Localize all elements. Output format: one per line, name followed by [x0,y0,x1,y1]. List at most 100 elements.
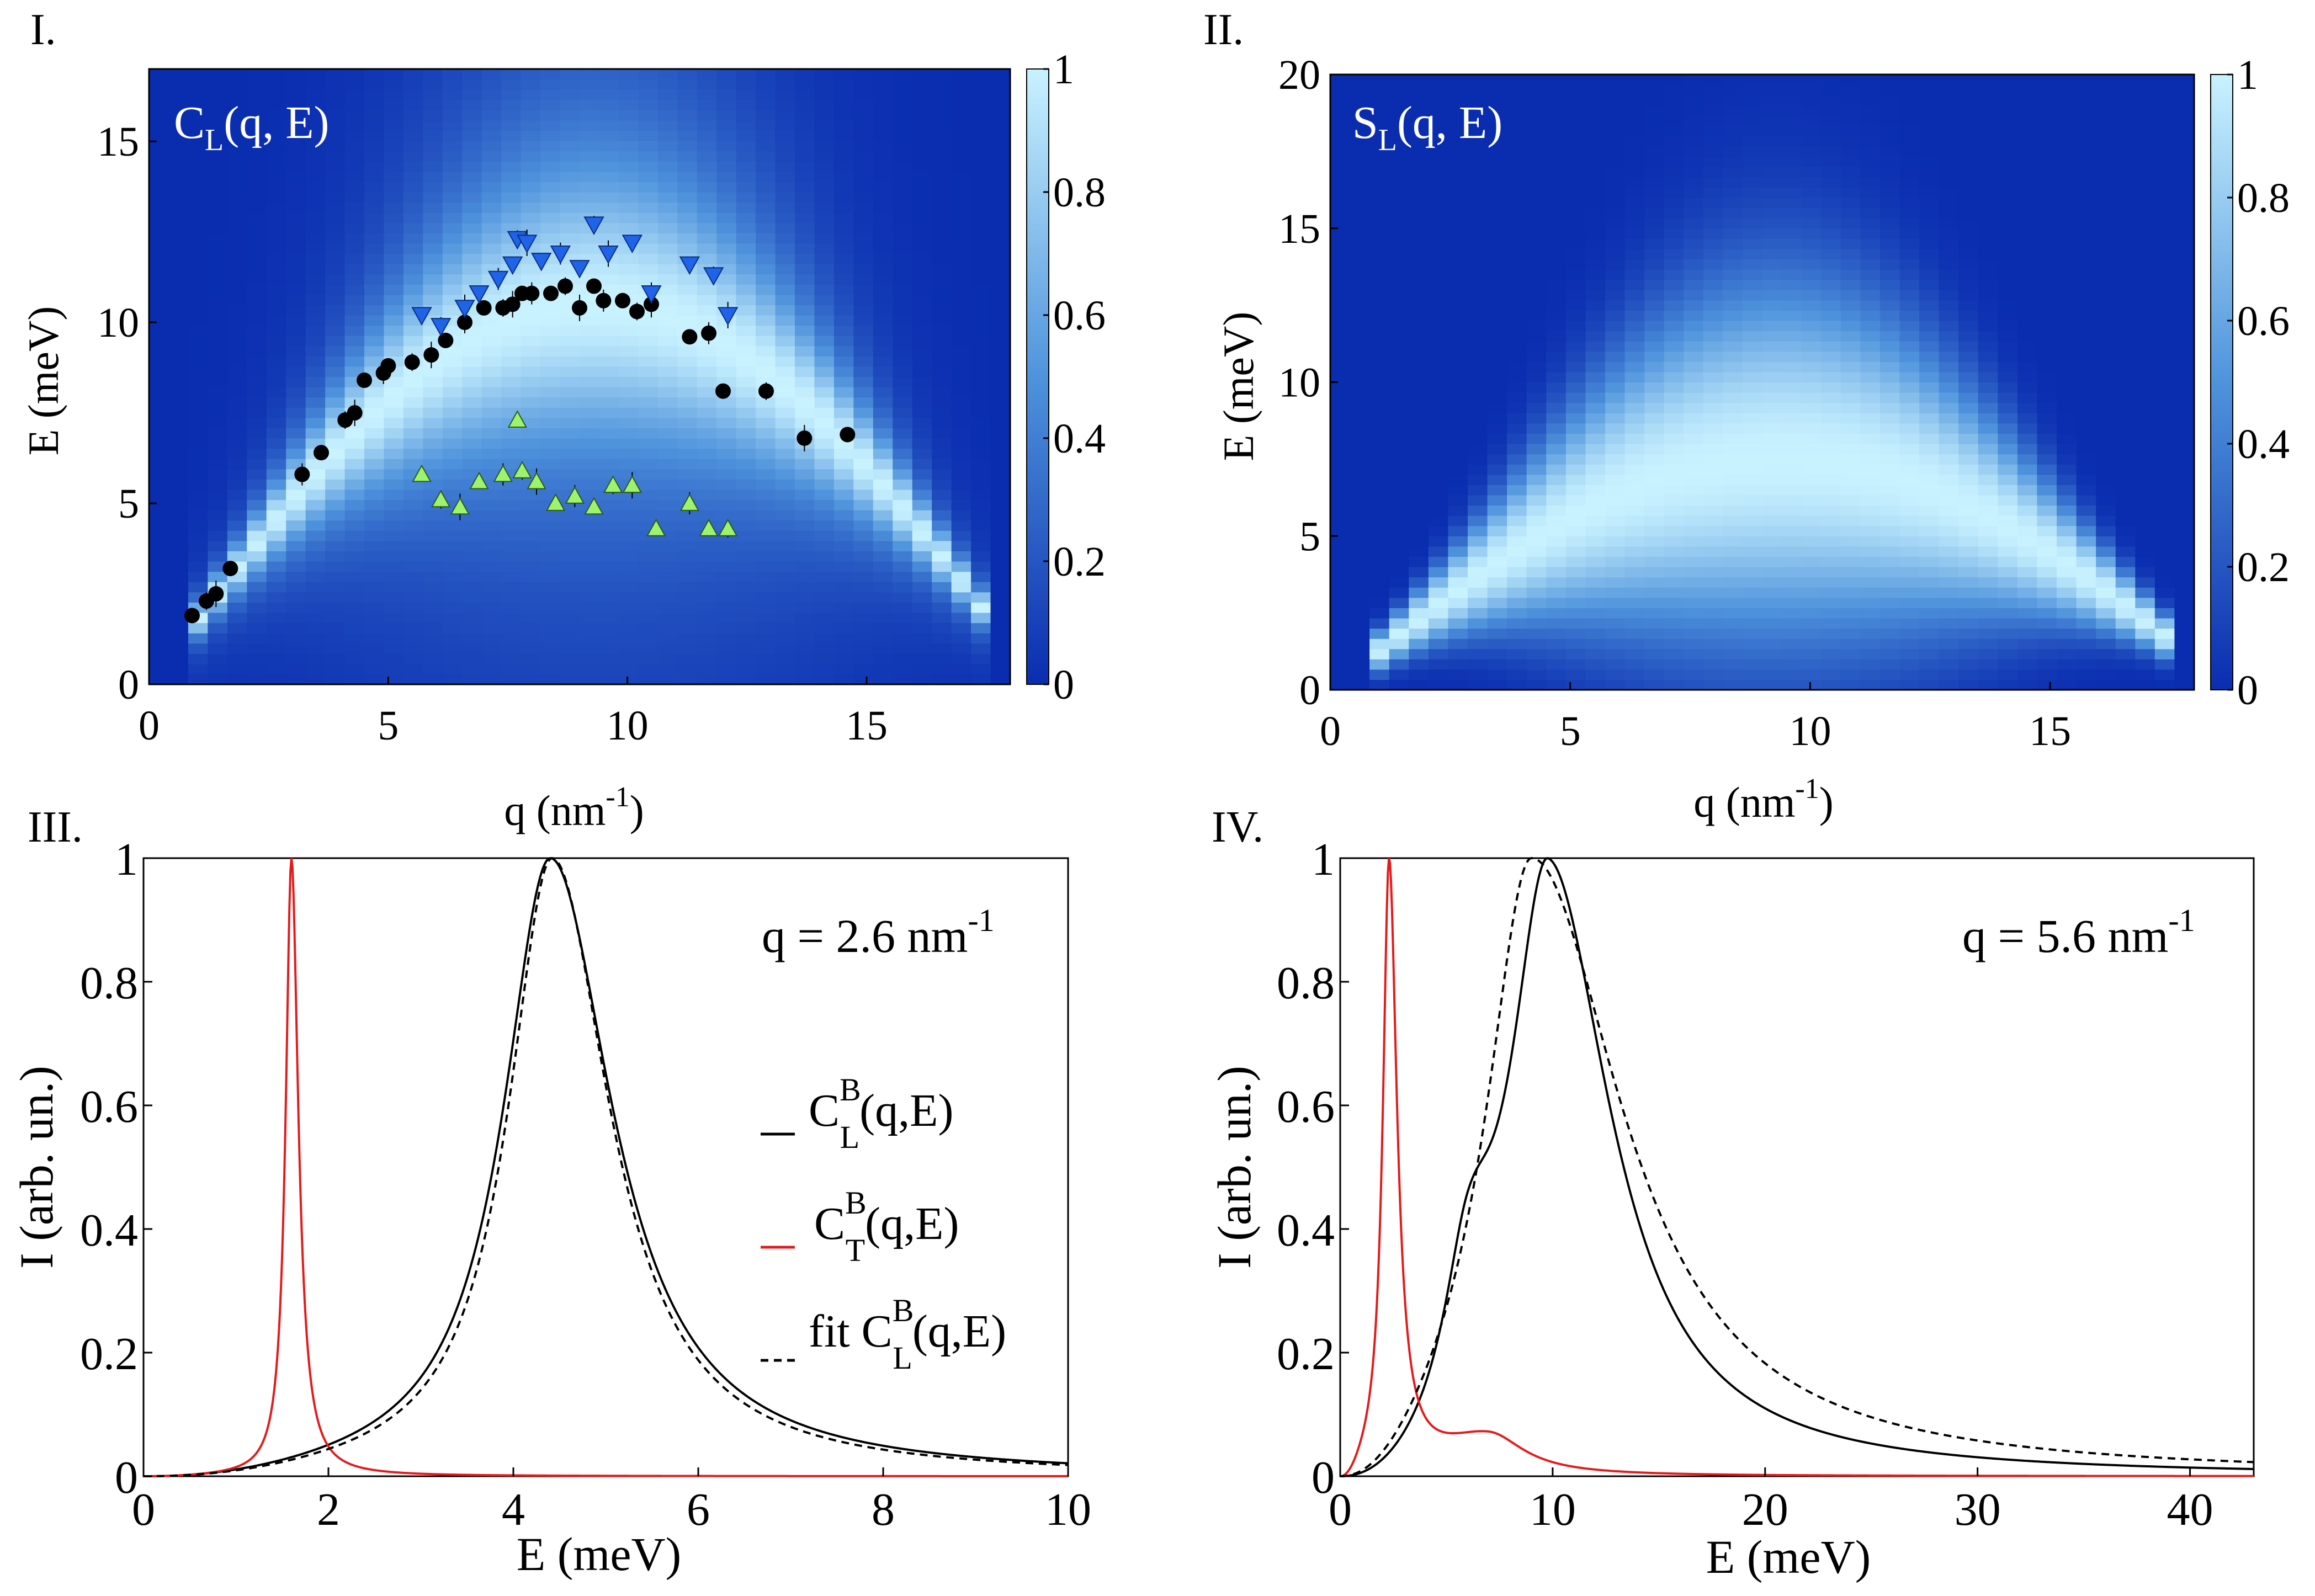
heatmap-cell [1389,587,1409,598]
heatmap-cell [1487,444,1507,455]
heatmap-cell [833,141,854,152]
heatmap-cell [442,212,463,224]
heatmap-cell [1448,474,1468,485]
heatmap-cell [1899,577,1920,588]
heatmap-cell [384,151,404,162]
heatmap-cell [638,489,659,501]
heatmap-cell [833,387,854,398]
heatmap-cell [1840,444,1861,455]
heatmap-cell [247,356,267,367]
heatmap-cell [521,571,541,582]
heatmap-cell [1762,639,1782,650]
heatmap-cell [1958,198,1979,209]
heatmap-cell [442,592,463,603]
heatmap-cell [403,540,423,552]
heatmap-cell [305,253,326,264]
heatmap-cell [540,397,561,408]
heatmap-cell [266,305,286,316]
heatmap-cell [1467,115,1488,126]
heatmap-cell [1703,587,1723,598]
heatmap-cell [1723,105,1743,116]
heatmap-cell [873,99,893,110]
heatmap-cell [657,356,678,367]
heatmap-cell [188,336,208,347]
heatmap-cell [1448,75,1468,86]
heatmap-cell [756,130,776,141]
heatmap-cell [833,274,854,285]
heatmap-cell [423,182,443,193]
heatmap-cell [1782,371,1802,383]
heatmap-cell [1801,300,1822,311]
heatmap-cell [853,653,874,664]
heatmap-cell [775,233,795,244]
heatmap-cell [1369,115,1390,126]
heatmap-cell [540,407,561,418]
heatmap-cell [462,202,482,213]
heatmap-cell [521,305,541,316]
heatmap-cell [1664,300,1684,311]
heatmap-cell [1389,259,1409,270]
heatmap-cell [227,141,247,152]
heatmap-cell [1546,413,1567,424]
heatmap-cell [618,653,639,664]
heatmap-cell [580,202,600,213]
heatmap-cell [364,253,385,264]
heatmap-cell [951,89,971,100]
heatmap-cell [227,459,247,470]
heatmap-cell [1624,84,1645,95]
heatmap-cell [364,643,385,654]
heatmap-cell [1840,639,1861,650]
heatmap-cell [677,397,698,408]
heatmap-cell [775,653,795,664]
heatmap-cell [403,294,423,306]
heatmap-cell [1801,515,1822,526]
heatmap-cell [521,161,541,172]
heatmap-cell [1664,290,1684,301]
heatmap-cell [1821,177,1841,188]
heatmap-cell [1624,125,1645,137]
heatmap-cell [1978,556,1998,567]
heatmap-cell [149,438,169,449]
heatmap-cell [932,407,952,418]
heatmap-cell [1703,351,1723,362]
heatmap-cell [208,407,228,418]
heatmap-cell [1624,567,1645,578]
heatmap-cell [775,387,795,398]
heatmap-cell [873,222,893,233]
heatmap-cell [677,551,698,562]
heatmap-cell [814,674,835,685]
heatmap-cell [1762,269,1782,280]
heatmap-cell [247,366,267,377]
heatmap-cell [1723,444,1743,455]
heatmap-cell [1978,156,1998,167]
heatmap-cell [1624,648,1645,659]
heatmap-cell [1998,454,2018,465]
heatmap-cell [716,448,737,459]
heatmap-cell [716,284,737,295]
heatmap-cell [325,663,346,675]
heatmap-cell [1723,618,1743,629]
heatmap-cell [521,130,541,141]
heatmap-cell [1350,361,1370,373]
heatmap-cell [540,264,561,275]
heatmap-cell [795,69,815,80]
heatmap-cell [149,89,169,100]
heatmap-cell [971,161,991,172]
heatmap-cell [990,623,1011,634]
heatmap-cell [1448,618,1468,629]
heatmap-cell [1369,464,1390,475]
heatmap-cell [1467,198,1488,209]
heatmap-cell [1958,228,1979,239]
heatmap-cell [188,130,208,141]
heatmap-cell [1409,125,1429,137]
heatmap-cell [442,438,463,449]
heatmap-cell [149,233,169,244]
heatmap-cell [501,110,522,121]
heatmap-cell [580,130,600,141]
heatmap-cell [1585,659,1606,670]
heatmap-cell [580,171,600,183]
heatmap-cell [462,161,482,172]
heatmap-cell [1939,290,1959,301]
heatmap-cell [1899,115,1920,126]
heatmap-cell [990,212,1011,224]
